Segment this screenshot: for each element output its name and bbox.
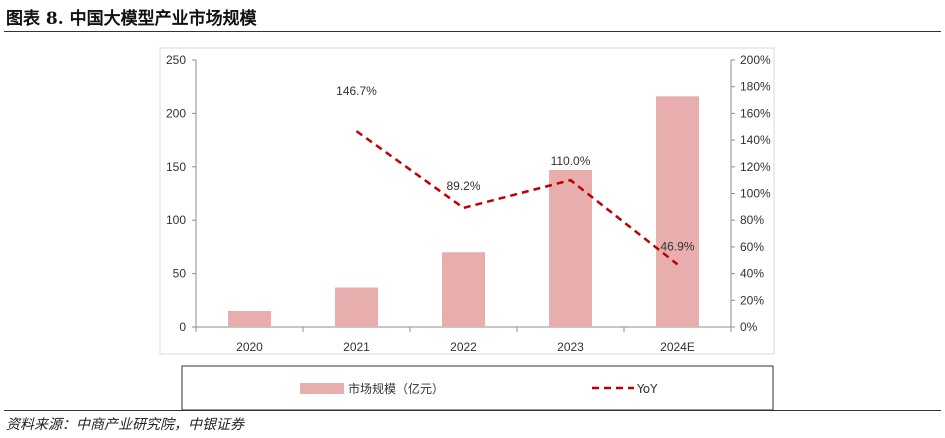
bar-market-size — [656, 96, 699, 327]
y-right-tick-label: 200% — [740, 53, 771, 67]
legend-swatch-bar — [300, 383, 344, 394]
y-left-tick-label: 50 — [173, 267, 187, 281]
figure-title: 图表 8. 中国大模型产业市场规模 — [6, 9, 257, 29]
legend-box — [181, 365, 774, 411]
yoy-data-label: 110.0% — [551, 154, 591, 168]
y-right-tick-label: 120% — [740, 160, 771, 174]
top-rule — [4, 31, 941, 32]
y-right-tick-label: 40% — [740, 267, 764, 281]
chart-frame — [159, 47, 775, 355]
legend-label-market-size: 市场规模（亿元） — [348, 381, 444, 396]
x-tick-label: 2021 — [343, 340, 370, 354]
y-right-tick-label: 100% — [740, 187, 771, 201]
y-right-tick-label: 20% — [740, 293, 764, 307]
yoy-line-group — [355, 130, 679, 266]
y-left-tick-label: 0 — [179, 320, 186, 334]
bars — [228, 96, 699, 327]
x-tick-label: 2024E — [660, 340, 695, 354]
y-left-tick-label: 150 — [166, 160, 186, 174]
source-note: 资料来源：中商产业研究院，中银证券 — [6, 417, 244, 433]
y-right-tick-label: 180% — [740, 80, 771, 94]
y-right-tick-label: 160% — [740, 106, 771, 120]
x-tick-label: 2020 — [236, 340, 263, 354]
yoy-data-label: 146.7% — [336, 84, 377, 98]
y-right-tick-label: 60% — [740, 240, 764, 254]
bar-market-size — [442, 252, 485, 327]
bar-market-size — [549, 170, 592, 327]
y-left-tick-label: 200 — [166, 106, 186, 120]
yoy-data-label: 46.9% — [660, 239, 694, 253]
bar-market-size — [335, 287, 378, 327]
y-right-tick-label: 80% — [740, 213, 764, 227]
x-tick-label: 2023 — [557, 340, 584, 354]
legend-label-yoy: YoY — [636, 382, 658, 396]
y-left-tick-label: 100 — [166, 213, 186, 227]
y-right-tick-label: 140% — [740, 133, 771, 147]
x-tick-label: 2022 — [450, 340, 477, 354]
bar-market-size — [228, 310, 271, 327]
yoy-line — [355, 130, 679, 266]
yoy-data-label: 89.2% — [446, 179, 480, 193]
y-right-tick-label: 0% — [740, 320, 758, 334]
y-left-tick-label: 250 — [166, 53, 186, 67]
data-labels: 146.7% 89.2% 110.0% 46.9% — [336, 84, 695, 253]
axes: 0 50 100 150 200 250 0% 20% 40% 60% 80% 100% 120% 140… — [166, 53, 771, 354]
bottom-rule — [4, 410, 941, 411]
